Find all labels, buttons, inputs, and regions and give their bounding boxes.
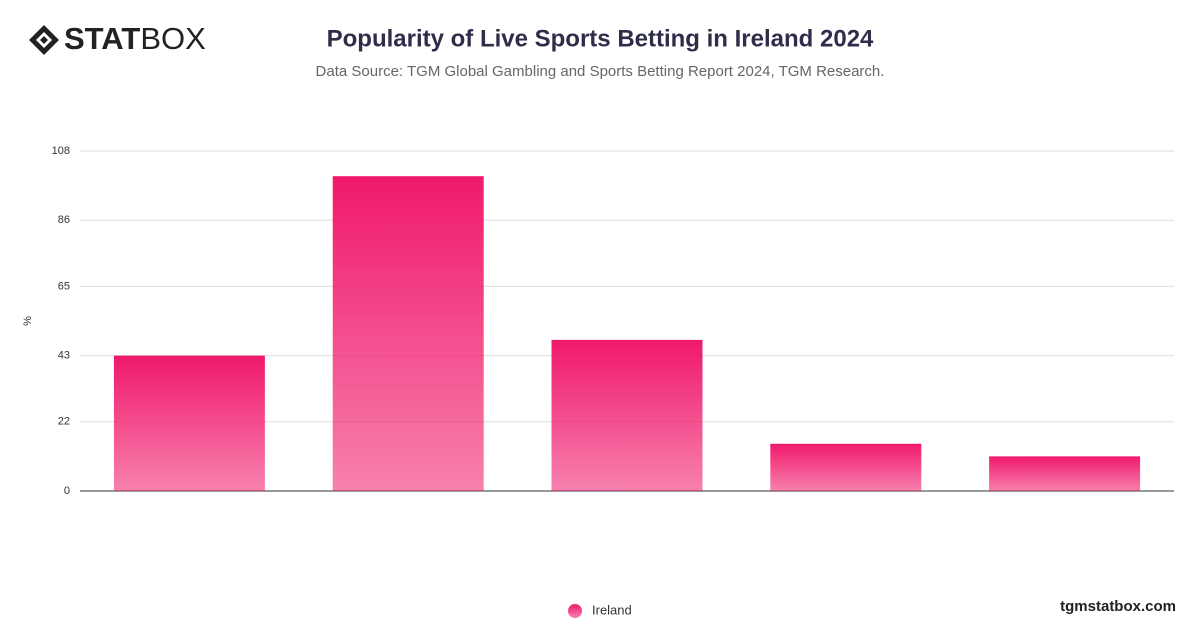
logo-icon [29, 25, 59, 55]
bar [332, 176, 484, 491]
chart-subtitle: Data Source: TGM Global Gambling and Spo… [316, 63, 885, 80]
footer: tgmstatbox.com [1060, 598, 1176, 615]
logo-light: BOX [140, 21, 206, 56]
logo-text: STATBOX [64, 21, 206, 56]
y-tick-label: 0 [64, 485, 70, 497]
legend-label: Ireland [592, 602, 632, 617]
legend-marker [568, 604, 582, 618]
bar [113, 355, 265, 491]
y-tick-label: 43 [58, 350, 70, 362]
chart-title: Popularity of Live Sports Betting in Ire… [327, 25, 874, 52]
logo-bold: STAT [64, 21, 140, 56]
y-tick-label: 86 [58, 214, 70, 226]
bar [551, 339, 703, 491]
bar [770, 443, 922, 491]
y-tick-label: 22 [58, 416, 70, 428]
y-tick-label: 108 [52, 145, 70, 157]
logo: STATBOX [29, 21, 206, 56]
y-axis-label: % [22, 316, 34, 326]
y-tick-label: 65 [58, 280, 70, 292]
bar [989, 456, 1141, 491]
